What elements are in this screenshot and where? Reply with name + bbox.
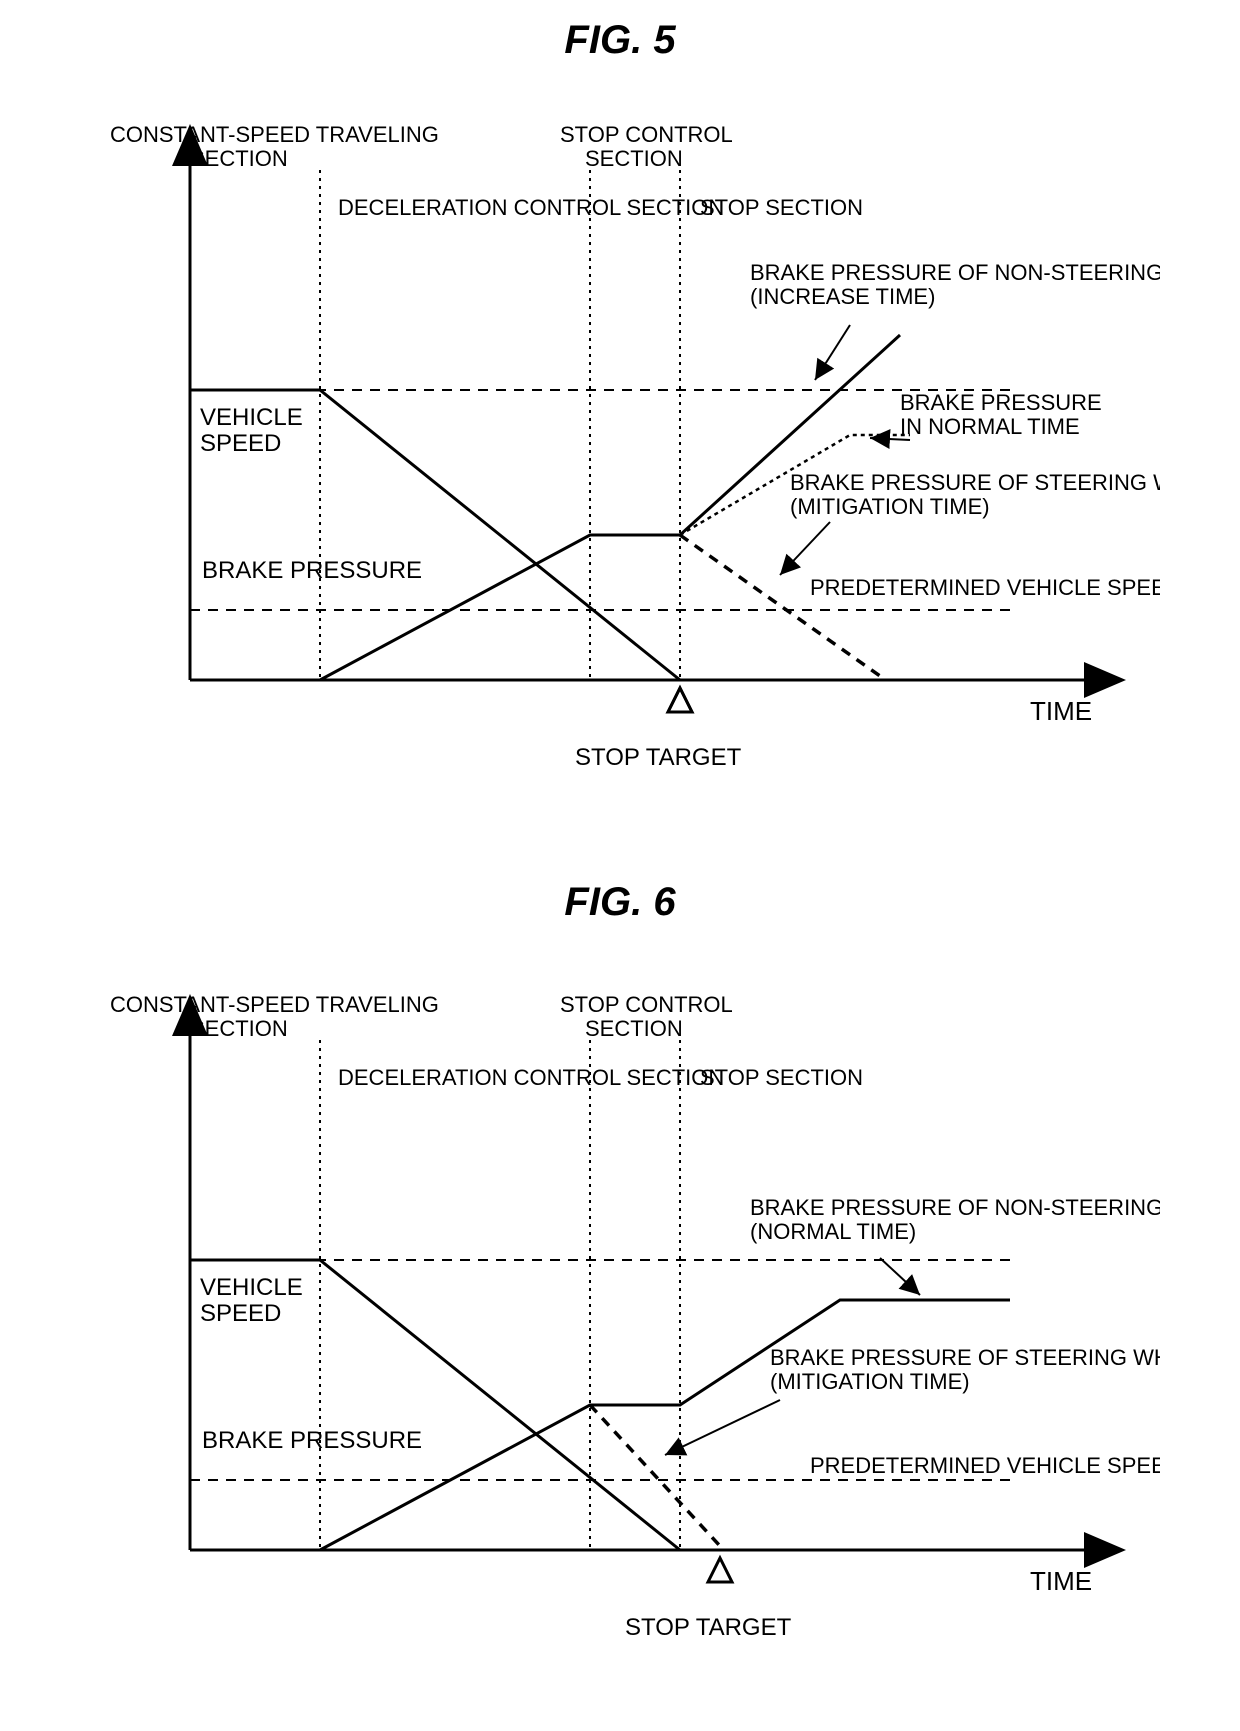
fig6-svg: CONSTANT-SPEED TRAVELINGSECTION DECELERA…: [80, 950, 1160, 1650]
lbl-stop-control-section: STOP CONTROLSECTION: [560, 122, 733, 171]
lbl-brake-pressure: BRAKE PRESSURE: [202, 557, 422, 584]
arrow-steering: [665, 1400, 780, 1455]
lbl-time: TIME: [1030, 1566, 1092, 1596]
brake-steering-line: [590, 1405, 720, 1546]
lbl-stop-target: STOP TARGET: [625, 1614, 792, 1641]
arrow-steering: [780, 522, 830, 575]
lbl-constant-section: CONSTANT-SPEED TRAVELINGSECTION: [110, 122, 439, 171]
lbl-vehicle-speed: VEHICLESPEED: [200, 1274, 303, 1327]
lbl-decel-section: DECELERATION CONTROL SECTION: [338, 1065, 724, 1090]
lbl-stop-control-section: STOP CONTROLSECTION: [560, 992, 733, 1041]
lbl-decel-section: DECELERATION CONTROL SECTION: [338, 195, 724, 220]
fig5-chart: CONSTANT-SPEED TRAVELINGSECTION DECELERA…: [80, 80, 1160, 780]
lbl-constant-section: CONSTANT-SPEED TRAVELINGSECTION: [110, 992, 439, 1041]
lbl-stop-section: STOP SECTION: [700, 1065, 863, 1090]
fig6-title: FIG. 6: [564, 880, 675, 925]
brake-steering-line: [680, 535, 880, 676]
lbl-predet-speed: PREDETERMINED VEHICLE SPEED: [810, 575, 1160, 600]
lbl-brake-steering: BRAKE PRESSURE OF STEERING WHEEL(MITIGAT…: [770, 1345, 1160, 1394]
lbl-brake-steering: BRAKE PRESSURE OF STEERING WHEEL(MITIGAT…: [790, 470, 1160, 519]
fig5-title: FIG. 5: [564, 18, 675, 63]
arrow-non-steering: [880, 1258, 920, 1295]
arrow-non-steering: [815, 325, 850, 380]
lbl-brake-pressure: BRAKE PRESSURE: [202, 1427, 422, 1454]
lbl-brake-non-steering: BRAKE PRESSURE OF NON-STEERING WHEEL(NOR…: [750, 1195, 1160, 1244]
lbl-brake-non-steering: BRAKE PRESSURE OF NON-STEERING WHEEL(INC…: [750, 260, 1160, 309]
lbl-vehicle-speed: VEHICLESPEED: [200, 404, 303, 457]
fig5-svg: CONSTANT-SPEED TRAVELINGSECTION DECELERA…: [80, 80, 1160, 780]
lbl-stop-section: STOP SECTION: [700, 195, 863, 220]
fig6-chart: CONSTANT-SPEED TRAVELINGSECTION DECELERA…: [80, 950, 1160, 1650]
lbl-stop-target: STOP TARGET: [575, 744, 742, 771]
brake-non-steering-line: [320, 1300, 1010, 1550]
stop-target-triangle: [668, 688, 692, 712]
page: FIG. 5: [0, 0, 1240, 1731]
stop-target-marker: [668, 688, 692, 712]
lbl-brake-normal: BRAKE PRESSUREIN NORMAL TIME: [900, 390, 1102, 439]
lbl-time: TIME: [1030, 696, 1092, 726]
stop-target-triangle: [708, 1558, 732, 1582]
lbl-predet-speed: PREDETERMINED VEHICLE SPEED: [810, 1453, 1160, 1478]
